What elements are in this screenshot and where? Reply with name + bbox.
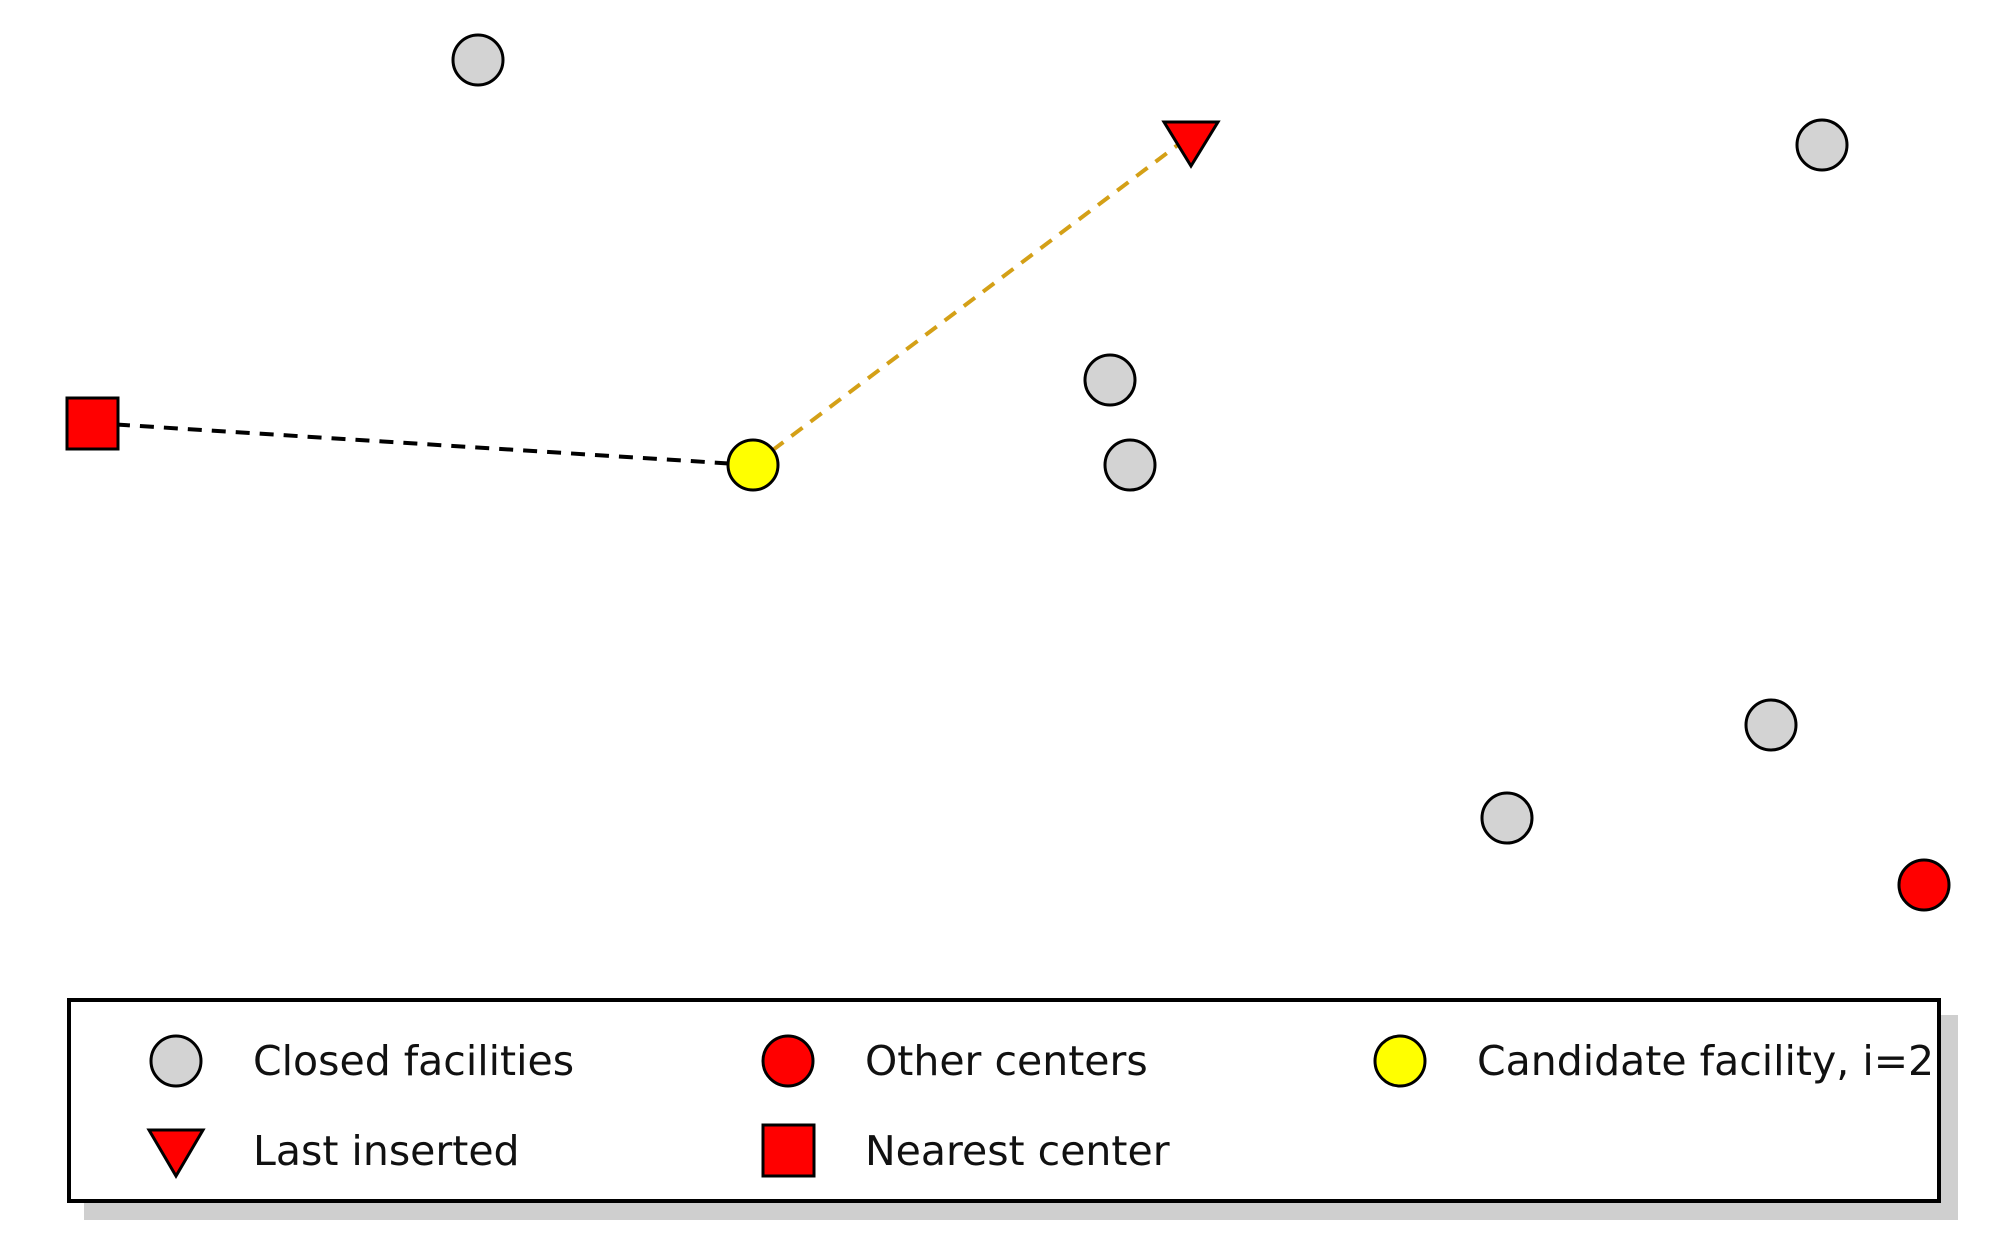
node-closed-4	[1103, 438, 1157, 492]
node-last-inserted	[1161, 120, 1221, 169]
edges	[91, 133, 1193, 467]
node-closed-5	[1744, 698, 1798, 752]
legend: Closed facilities Other centers Candidat…	[67, 998, 1941, 1203]
legend-label-closed: Closed facilities	[253, 1037, 575, 1085]
node-closed-3	[1083, 353, 1137, 407]
edge-nearest-center-to-candidate	[91, 421, 754, 467]
node-closed-2	[1795, 118, 1849, 172]
node-closed-1	[451, 33, 505, 87]
node-other-center-1	[1897, 858, 1951, 912]
last-inserted-icon	[146, 1128, 206, 1179]
candidate-facility-icon	[1373, 1034, 1427, 1088]
node-nearest-center	[65, 396, 120, 451]
legend-label-center: Other centers	[865, 1037, 1148, 1085]
legend-label-nearest: Nearest center	[865, 1127, 1170, 1175]
other-center-icon	[761, 1034, 815, 1088]
legend-label-candidate: Candidate facility, i=2	[1477, 1037, 1935, 1085]
nodes	[65, 33, 1951, 912]
node-candidate	[726, 438, 780, 492]
node-closed-6	[1480, 791, 1534, 845]
edge-candidate-to-last-inserted	[751, 133, 1193, 467]
nearest-center-icon	[761, 1123, 816, 1178]
legend-label-last: Last inserted	[253, 1127, 520, 1175]
closed-facility-icon	[149, 1034, 203, 1088]
